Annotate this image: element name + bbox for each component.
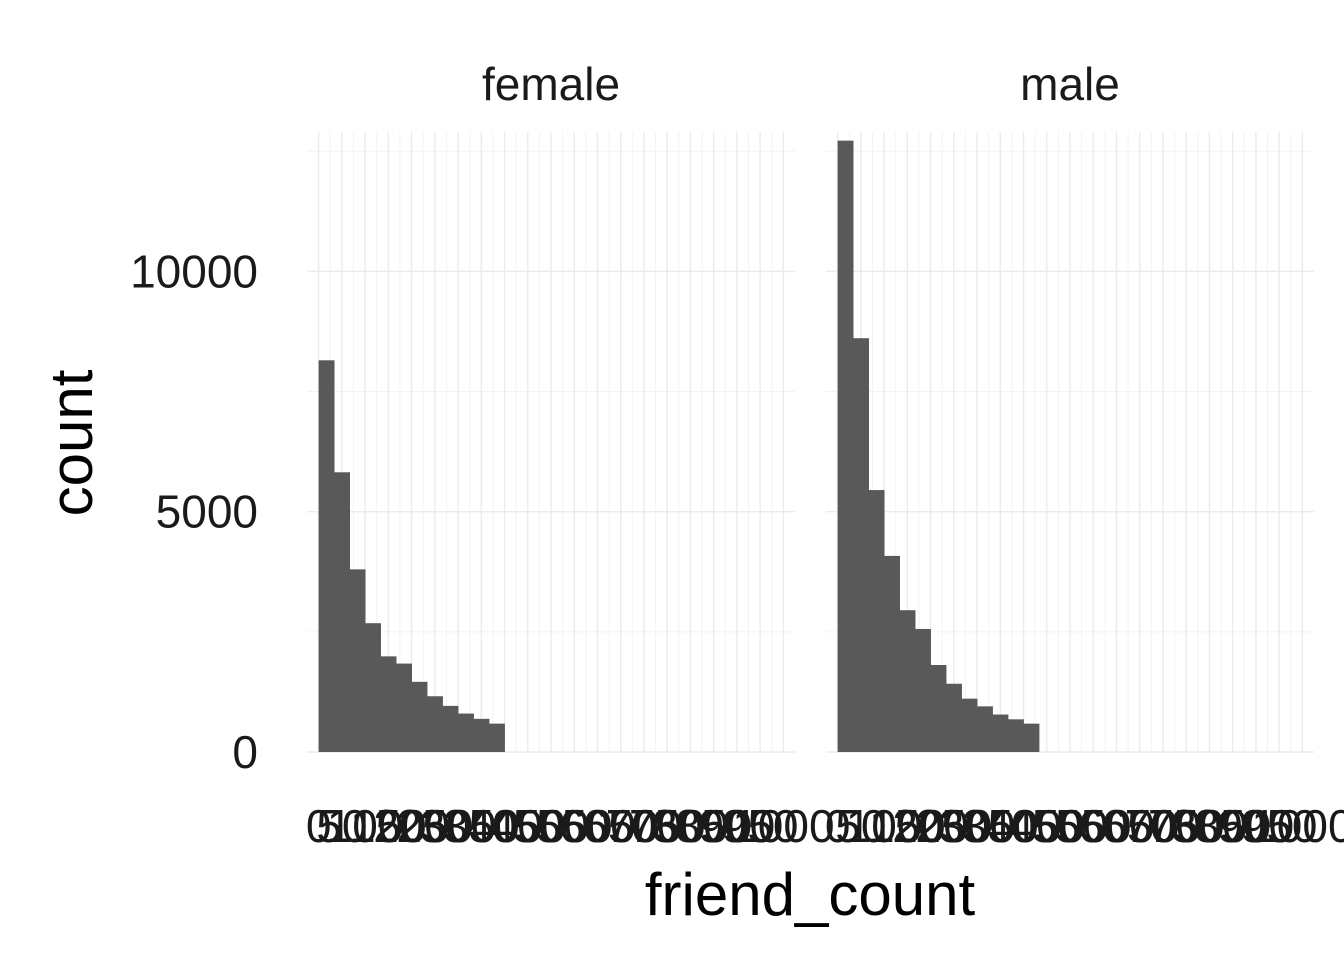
x-tick-label: 850	[1194, 800, 1271, 852]
histogram-bar	[334, 472, 351, 752]
histogram-bar	[977, 706, 993, 752]
histogram-bar	[1023, 723, 1040, 752]
x-tick-label: 400	[466, 800, 543, 852]
x-tick-label: 950	[1241, 800, 1318, 852]
x-tick-label: 800	[1171, 800, 1248, 852]
histogram-bar	[915, 628, 931, 752]
histogram-bar	[489, 723, 505, 752]
x-tick-label: 350	[443, 800, 520, 852]
facet-panel-female: female 0501001502002503003504004505005506…	[306, 58, 835, 852]
x-tick-label: 1000	[1251, 800, 1344, 852]
x-tick-label: 850	[675, 800, 752, 852]
histogram-bar	[884, 555, 900, 752]
histogram-bar	[961, 698, 978, 752]
x-tick-label: 100	[846, 800, 923, 852]
x-tick-label: 900	[699, 800, 776, 852]
x-axis-title: friend_count	[645, 861, 976, 928]
x-tick-label: 950	[722, 800, 799, 852]
x-tick-label: 650	[1101, 800, 1178, 852]
x-tick-label: 700	[606, 800, 683, 852]
histogram-bar	[318, 360, 335, 752]
y-tick-label: 0	[232, 726, 258, 778]
x-tick-label: 0	[825, 800, 851, 852]
x-tick-label: 200	[892, 800, 969, 852]
x-tick-label: 400	[985, 800, 1062, 852]
histogram-bar	[837, 140, 854, 752]
x-tick-label: 250	[915, 800, 992, 852]
histogram-bar	[1008, 719, 1024, 752]
x-tick-label: 900	[1218, 800, 1295, 852]
x-tick-label: 300	[420, 800, 497, 852]
x-tick-label: 550	[1055, 800, 1132, 852]
x-tick-label: 50	[316, 800, 367, 852]
histogram-bar	[899, 610, 916, 752]
x-tick-label: 50	[835, 800, 886, 852]
x-tick-label: 100	[327, 800, 404, 852]
histogram-bar	[349, 569, 366, 752]
x-tick-label: 150	[869, 800, 946, 852]
histogram-bar	[930, 665, 947, 752]
histogram-bar	[853, 338, 870, 752]
histogram-bar	[427, 696, 443, 752]
x-tick-label: 650	[582, 800, 659, 852]
x-tick-label: 1000	[732, 800, 834, 852]
x-tick-label: 350	[962, 800, 1039, 852]
histogram-bar	[380, 656, 397, 752]
facet-panel-male: male 050100150200250300350400450500550600…	[825, 58, 1344, 852]
facet-strip-label: female	[482, 58, 620, 110]
x-tick-label: 250	[396, 800, 473, 852]
x-tick-label: 600	[559, 800, 636, 852]
y-axis-ticks: 0 5000 10000	[130, 245, 258, 778]
histogram-bar	[396, 663, 412, 752]
facet-strip-label: male	[1020, 58, 1120, 110]
x-tick-label: 450	[1008, 800, 1085, 852]
x-tick-label: 200	[373, 800, 450, 852]
y-tick-label: 5000	[156, 486, 258, 538]
histogram-bar	[868, 490, 885, 752]
histogram-bar	[458, 713, 474, 752]
histogram-bar	[442, 705, 459, 752]
histogram-bar	[946, 683, 962, 752]
x-tick-label: 500	[513, 800, 590, 852]
x-tick-label: 150	[350, 800, 427, 852]
histogram-bar	[992, 714, 1009, 752]
x-tick-label: 800	[652, 800, 729, 852]
y-tick-label: 10000	[130, 245, 258, 297]
x-tick-label: 0	[306, 800, 332, 852]
x-tick-label: 700	[1125, 800, 1202, 852]
facet-panels: female0501001502002503003504004505005506…	[306, 58, 1344, 852]
x-tick-label: 450	[489, 800, 566, 852]
x-tick-label: 500	[1032, 800, 1109, 852]
histogram-bar	[365, 623, 381, 752]
x-tick-label: 550	[536, 800, 613, 852]
histogram-bar	[411, 681, 428, 752]
y-axis-title: count	[38, 369, 105, 516]
x-tick-label: 750	[629, 800, 706, 852]
histogram-bar	[473, 718, 490, 752]
x-tick-label: 300	[939, 800, 1016, 852]
x-tick-label: 750	[1148, 800, 1225, 852]
x-tick-label: 600	[1078, 800, 1155, 852]
